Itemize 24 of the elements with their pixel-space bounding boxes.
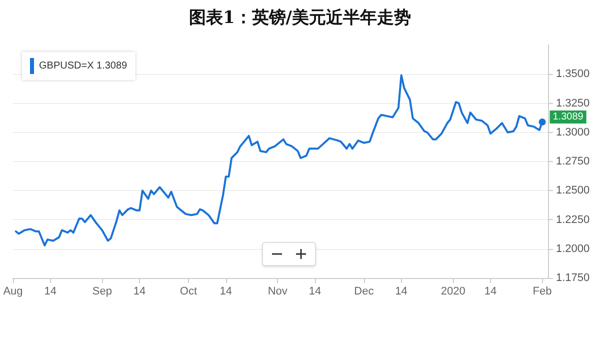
y-tick-label: 1.2250 bbox=[556, 214, 590, 226]
chart-title: 图表1：英镑/美元近半年走势 bbox=[188, 7, 412, 29]
x-tick-label: 14 bbox=[395, 286, 408, 298]
x-tick-label: Nov bbox=[268, 286, 288, 298]
x-tick-label: Aug bbox=[3, 286, 23, 298]
x-tick-label: 14 bbox=[44, 286, 57, 298]
y-tick-label: 1.2750 bbox=[556, 156, 590, 168]
y-tick-label: 1.3500 bbox=[556, 68, 590, 80]
x-tick-label: 14 bbox=[308, 286, 322, 298]
x-tick-label: Sep bbox=[92, 286, 112, 298]
x-tick-label: 14 bbox=[133, 286, 146, 298]
x-tick-label: 14 bbox=[484, 286, 497, 298]
y-tick-label: 1.2000 bbox=[556, 242, 590, 255]
x-tick-label: 14 bbox=[220, 286, 232, 298]
y-tick-label: 1.2500 bbox=[556, 184, 590, 197]
x-tick-label: 2020 bbox=[440, 286, 466, 298]
legend-label: GBPUSD=X 1.3089 bbox=[39, 60, 128, 72]
x-tick-label: Oct bbox=[180, 286, 198, 298]
y-tick-label: 1.1750 bbox=[556, 272, 590, 284]
x-tick-label: Feb bbox=[532, 286, 552, 298]
x-tick-label: Dec bbox=[354, 286, 374, 298]
annotation: 1.3089 bbox=[552, 112, 584, 123]
y-tick-label: 1.3000 bbox=[556, 126, 590, 138]
y-tick-label: 1.3250 bbox=[556, 97, 590, 110]
